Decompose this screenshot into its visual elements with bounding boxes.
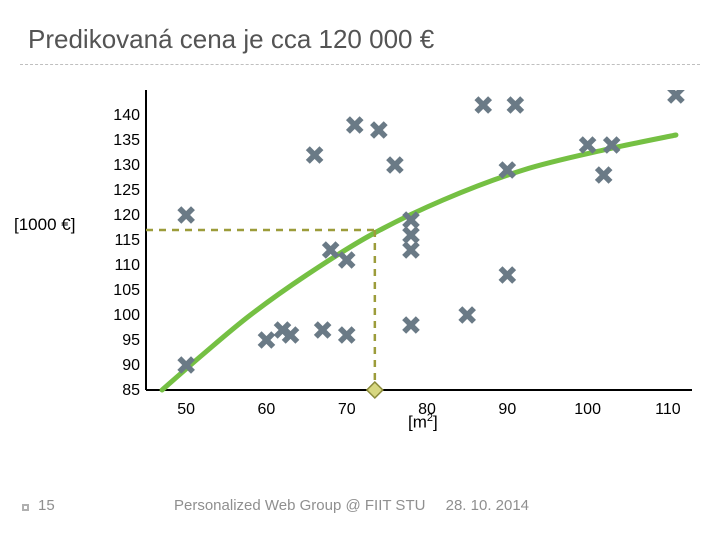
svg-text:135: 135 — [113, 132, 140, 149]
svg-text:110: 110 — [655, 401, 681, 418]
svg-text:105: 105 — [113, 282, 140, 299]
svg-text:85: 85 — [122, 382, 140, 399]
svg-text:110: 110 — [114, 257, 140, 274]
svg-text:60: 60 — [258, 401, 276, 418]
svg-text:100: 100 — [574, 401, 601, 418]
svg-text:90: 90 — [498, 401, 516, 418]
footer: Personalized Web Group @ FIIT STU 28. 10… — [174, 497, 529, 514]
title-divider — [20, 64, 700, 65]
svg-text:95: 95 — [122, 332, 140, 349]
svg-text:115: 115 — [114, 232, 140, 249]
svg-text:140: 140 — [113, 107, 140, 124]
slide-title: Predikovaná cena je cca 120 000 € — [28, 24, 434, 55]
footer-date: 28. 10. 2014 — [446, 497, 529, 514]
svg-text:70: 70 — [338, 401, 356, 418]
scatter-chart: 1401351301251201151101051009590855060708… — [60, 90, 700, 450]
svg-text:125: 125 — [113, 182, 140, 199]
page-number: 15 — [38, 497, 55, 514]
svg-text:100: 100 — [113, 307, 140, 324]
footer-bullet-icon — [22, 504, 29, 511]
chart-svg: 1401351301251201151101051009590855060708… — [60, 90, 700, 450]
svg-text:130: 130 — [113, 157, 140, 174]
svg-text:90: 90 — [122, 357, 140, 374]
svg-text:120: 120 — [113, 207, 140, 224]
svg-text:50: 50 — [177, 401, 195, 418]
footer-text: Personalized Web Group @ FIIT STU — [174, 497, 425, 514]
x-axis-label: [m2] — [408, 412, 438, 433]
